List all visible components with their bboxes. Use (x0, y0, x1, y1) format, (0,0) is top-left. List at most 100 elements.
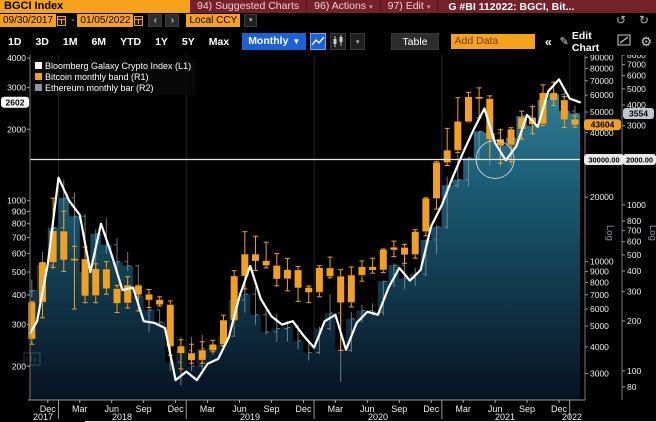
redo-icon[interactable]: ↻ (638, 13, 650, 27)
annotate-chart-button[interactable] (617, 33, 632, 51)
frequency-select[interactable]: Monthly ▼ (242, 33, 307, 50)
chart-toolbar: 1D 3D 1M 6M YTD 1Y 5Y Max Monthly ▼ ▾ Table Add … (0, 28, 656, 55)
svg-text:8000: 8000 (590, 277, 609, 287)
start-date-field[interactable]: 09/30/2017 (0, 14, 57, 27)
undo-icon[interactable]: ↺ (615, 13, 627, 27)
calendar-icon[interactable] (57, 15, 67, 26)
legend-item[interactable]: Ethereum monthly bar (R2) (35, 82, 191, 93)
svg-text:300: 300 (627, 287, 641, 297)
svg-text:Mar: Mar (455, 404, 471, 414)
bar-chart-type-button[interactable] (330, 33, 346, 50)
collapse-panel-button[interactable]: « (544, 34, 552, 49)
svg-text:60000: 60000 (590, 90, 614, 100)
circle-annotation[interactable] (475, 140, 515, 180)
svg-text:5000: 5000 (627, 84, 646, 94)
svg-text:600: 600 (12, 248, 26, 258)
svg-text:200: 200 (12, 361, 26, 371)
eth-annotation-pill: 2000.00 (623, 154, 656, 166)
period-tab-6m[interactable]: 6M (91, 35, 107, 48)
add-data-input[interactable]: Add Data (450, 34, 535, 49)
svg-text:2021: 2021 (495, 412, 515, 422)
svg-text:2018: 2018 (112, 412, 132, 422)
svg-text:80000: 80000 (590, 63, 614, 73)
svg-text:Dec: Dec (551, 404, 568, 414)
svg-text:3000: 3000 (627, 121, 646, 131)
svg-text:1000: 1000 (627, 200, 646, 210)
period-tab-5y[interactable]: 5Y (181, 35, 195, 48)
menu-item-1[interactable]: 94) Suggested Charts (190, 0, 308, 13)
bgci-index-line (28, 78, 582, 382)
line-chart-type-button[interactable] (310, 33, 327, 50)
axes (28, 55, 623, 401)
menu-item-3[interactable]: 97) Edit ▾ (381, 0, 439, 13)
line-chart-icon (311, 36, 325, 46)
svg-text:2020: 2020 (368, 412, 388, 422)
svg-text:6000: 6000 (590, 304, 609, 314)
legend-label: Bloomberg Galaxy Crypto Index (L1) (45, 60, 192, 71)
settings-gear-icon[interactable]: ⚙ (640, 33, 652, 49)
svg-text:Jun: Jun (360, 404, 375, 414)
svg-text:400: 400 (627, 266, 641, 276)
svg-text:Log: Log (647, 225, 656, 241)
edit-chart-button[interactable]: ✎ Edit Chart (559, 29, 600, 54)
period-tab-1m[interactable]: 1M (62, 35, 78, 48)
svg-text:4000: 4000 (627, 100, 646, 110)
legend-swatch-icon (35, 62, 42, 69)
legend-label: Bitcoin monthly band (R1) (45, 71, 149, 82)
svg-text:Mar: Mar (72, 404, 88, 414)
chart-plot-area[interactable]: 4000300020001000900800700600500400300200… (0, 55, 656, 422)
period-tab-1y[interactable]: 1Y (155, 35, 168, 48)
svg-text:Sep: Sep (136, 404, 152, 414)
svg-text:8000: 8000 (627, 55, 646, 60)
svg-text:50000: 50000 (590, 107, 614, 117)
bitcoin-band-bars (28, 81, 579, 370)
svg-text:Jun: Jun (488, 404, 503, 414)
svg-text:500: 500 (12, 267, 26, 277)
currency-dropdown-caret-icon[interactable]: ▾ (244, 14, 258, 27)
table-button[interactable]: Table (391, 33, 439, 50)
chart-type-dropdown[interactable]: ▾ (349, 33, 366, 50)
svg-text:Dec: Dec (295, 404, 312, 414)
svg-text:3000: 3000 (590, 369, 609, 379)
svg-text:400: 400 (12, 290, 26, 300)
svg-text:Sep: Sep (519, 404, 535, 414)
svg-text:800: 800 (627, 216, 641, 226)
ethereum-area (30, 94, 580, 401)
menu-item-2[interactable]: 96) Actions ▾ (307, 0, 381, 13)
svg-text:3554: 3554 (629, 108, 648, 118)
svg-text:2000.00: 2000.00 (626, 156, 653, 165)
svg-text:2602: 2602 (6, 97, 25, 107)
chevron-down-icon: ▾ (369, 4, 373, 11)
legend-item[interactable]: Bloomberg Galaxy Crypto Index (L1) (35, 60, 191, 71)
svg-text:700: 700 (627, 226, 641, 236)
period-tab-max[interactable]: Max (208, 35, 230, 48)
chart-legend: Bloomberg Galaxy Crypto Index (L1) Bitcoi… (33, 59, 197, 95)
svg-text:200: 200 (627, 316, 641, 326)
legend-item[interactable]: Bitcoin monthly band (R1) (35, 71, 191, 82)
prev-period-button[interactable]: ‹ (148, 14, 163, 27)
svg-text:300: 300 (12, 320, 26, 330)
svg-text:Mar: Mar (200, 404, 216, 414)
svg-text:43604: 43604 (591, 120, 615, 130)
svg-text:Jun: Jun (232, 404, 247, 414)
menu-bar: 94) Suggested Charts 96) Actions ▾ 97) Edit… (190, 0, 656, 13)
document-title: G #BI 112022: BGCI, Bit... (448, 0, 575, 13)
next-period-button[interactable]: › (165, 14, 180, 27)
chevron-down-icon: ▾ (426, 4, 431, 11)
end-date-field[interactable]: 01/05/2022 (77, 14, 134, 27)
svg-text:6000: 6000 (627, 71, 646, 81)
security-ticker-box[interactable]: BGCI Index (0, 0, 190, 13)
period-tab-ytd[interactable]: YTD (120, 35, 142, 48)
svg-text:100: 100 (627, 366, 641, 376)
x-axis[interactable]: Dec Mar Jun Sep Dec Mar Jun Sep Dec Mar Jun Sep Dec M… (33, 400, 582, 422)
chevron-down-icon: ▾ (355, 38, 360, 46)
period-tab-3d[interactable]: 3D (35, 35, 49, 48)
currency-select[interactable]: Local CCY (186, 14, 241, 27)
period-tab-1d[interactable]: 1D (8, 35, 22, 48)
svg-text:4000: 4000 (7, 55, 26, 63)
calendar-icon[interactable] (134, 15, 144, 26)
